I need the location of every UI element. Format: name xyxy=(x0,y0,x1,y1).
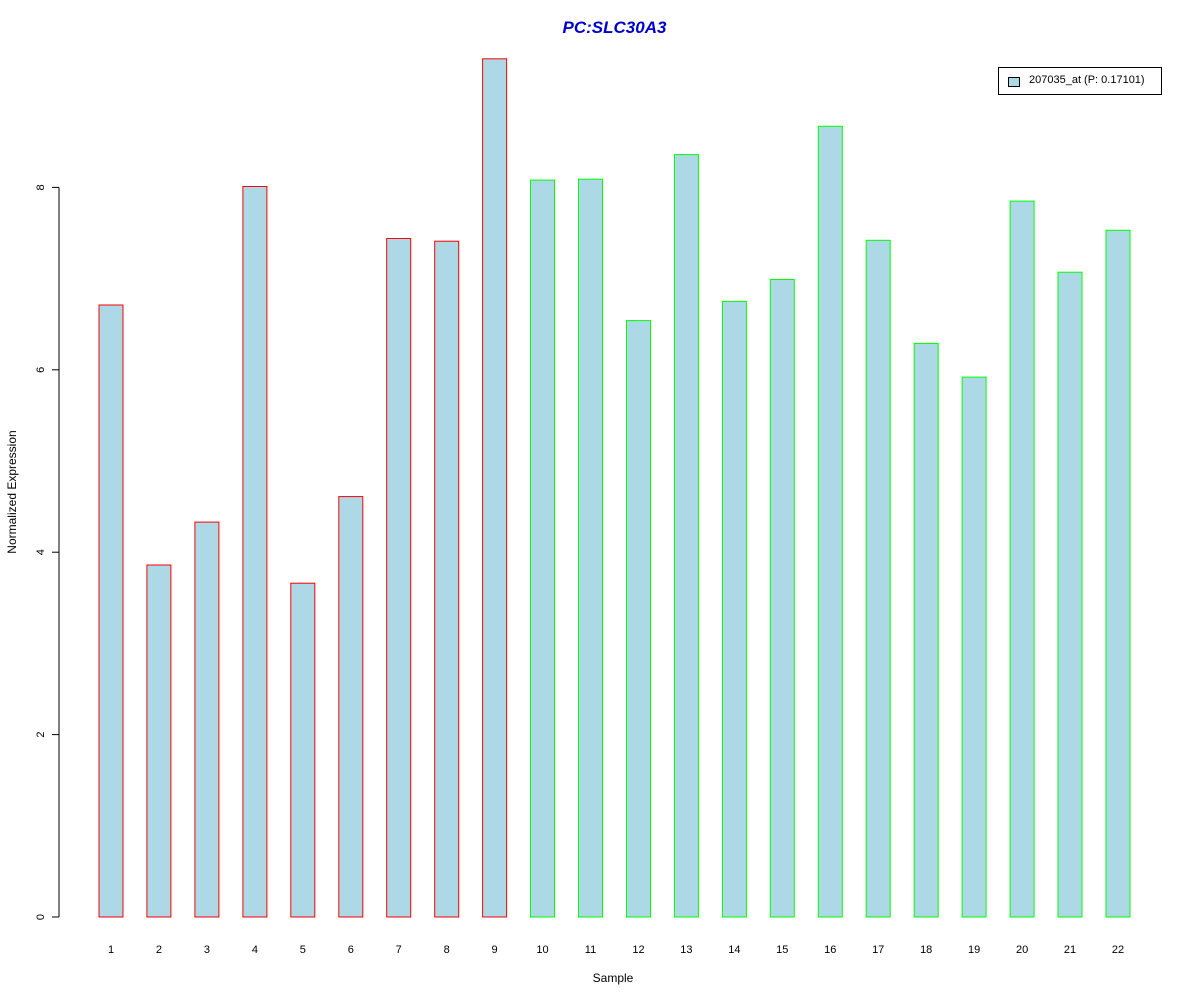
x-axis-label: Sample xyxy=(592,971,634,985)
bar xyxy=(673,154,699,918)
x-tick-label: 12 xyxy=(632,944,644,956)
bar xyxy=(626,320,651,918)
x-tick-label: 16 xyxy=(824,944,836,956)
bar xyxy=(769,279,795,918)
y-tick-label: 2 xyxy=(35,732,47,738)
x-tick-label: 19 xyxy=(968,944,980,956)
x-tick-label: 9 xyxy=(492,944,498,956)
bar xyxy=(98,304,124,918)
x-tick-label: 1 xyxy=(108,944,114,956)
chart-title: PC:SLC30A3 xyxy=(562,18,667,37)
y-tick-label: 6 xyxy=(35,367,47,373)
y-axis-label: Normalized Expression xyxy=(5,430,19,554)
bar xyxy=(482,58,508,918)
bar xyxy=(961,376,987,918)
x-tick-label: 18 xyxy=(920,944,932,956)
bar xyxy=(721,300,747,918)
x-tick-label: 5 xyxy=(300,944,306,956)
bar xyxy=(1009,200,1035,918)
x-tick-label: 8 xyxy=(444,944,450,956)
bar xyxy=(242,186,268,918)
x-tick-label: 10 xyxy=(536,944,548,956)
bar xyxy=(434,240,460,918)
y-tick-label: 4 xyxy=(35,549,47,555)
bar xyxy=(913,342,939,918)
bar xyxy=(578,178,603,918)
bar xyxy=(1105,229,1131,918)
x-tick-label: 13 xyxy=(680,944,692,956)
bar xyxy=(865,239,891,918)
bar xyxy=(338,496,364,918)
bar xyxy=(194,521,220,918)
legend-swatch xyxy=(1008,77,1020,87)
x-tick-label: 20 xyxy=(1016,944,1028,956)
x-tick-label: 15 xyxy=(776,944,788,956)
bars xyxy=(98,58,1131,918)
x-tick-label: 3 xyxy=(204,944,210,956)
x-tick-label: 22 xyxy=(1112,944,1124,956)
x-tick-label: 2 xyxy=(156,944,162,956)
y-axis: 0 2 4 6 8 xyxy=(35,184,60,920)
bar xyxy=(146,564,172,918)
x-tick-label: 7 xyxy=(396,944,402,956)
bar xyxy=(530,179,555,918)
x-tick-label: 17 xyxy=(872,944,884,956)
x-tick-label: 11 xyxy=(585,944,596,956)
bar xyxy=(386,238,412,918)
x-tick-labels: 1 2 3 4 5 6 7 8 9 10 11 12 13 14 15 16 17 18 19 20 21 22 xyxy=(108,944,1124,956)
legend: 207035_at (P: 0.17101) xyxy=(998,67,1162,95)
bar xyxy=(290,582,316,918)
legend-label: 207035_at (P: 0.17101) xyxy=(1029,74,1145,86)
x-tick-label: 4 xyxy=(252,944,258,956)
y-tick-label: 8 xyxy=(35,184,47,190)
x-tick-label: 21 xyxy=(1064,944,1076,956)
bar xyxy=(817,125,843,918)
x-tick-label: 6 xyxy=(348,944,354,956)
x-tick-label: 14 xyxy=(728,944,740,956)
y-tick-label: 0 xyxy=(35,914,47,920)
bar xyxy=(1057,271,1083,918)
